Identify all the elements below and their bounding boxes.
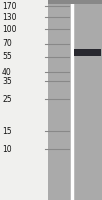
Text: 10: 10 [2, 144, 12, 154]
Bar [48, 0, 71, 200]
Text: 40: 40 [2, 68, 12, 77]
Bar [0, 0, 48, 200]
Bar [74, 49, 101, 56]
Text: 55: 55 [2, 52, 12, 61]
Text: 100: 100 [2, 24, 17, 33]
Bar [73, 0, 102, 200]
Text: 15: 15 [2, 127, 12, 136]
Text: 70: 70 [2, 39, 12, 48]
Text: 130: 130 [2, 12, 17, 21]
Text: 35: 35 [2, 76, 12, 86]
Text: 25: 25 [2, 95, 12, 104]
Text: 170: 170 [2, 2, 17, 11]
Bar [48, 0, 102, 4]
